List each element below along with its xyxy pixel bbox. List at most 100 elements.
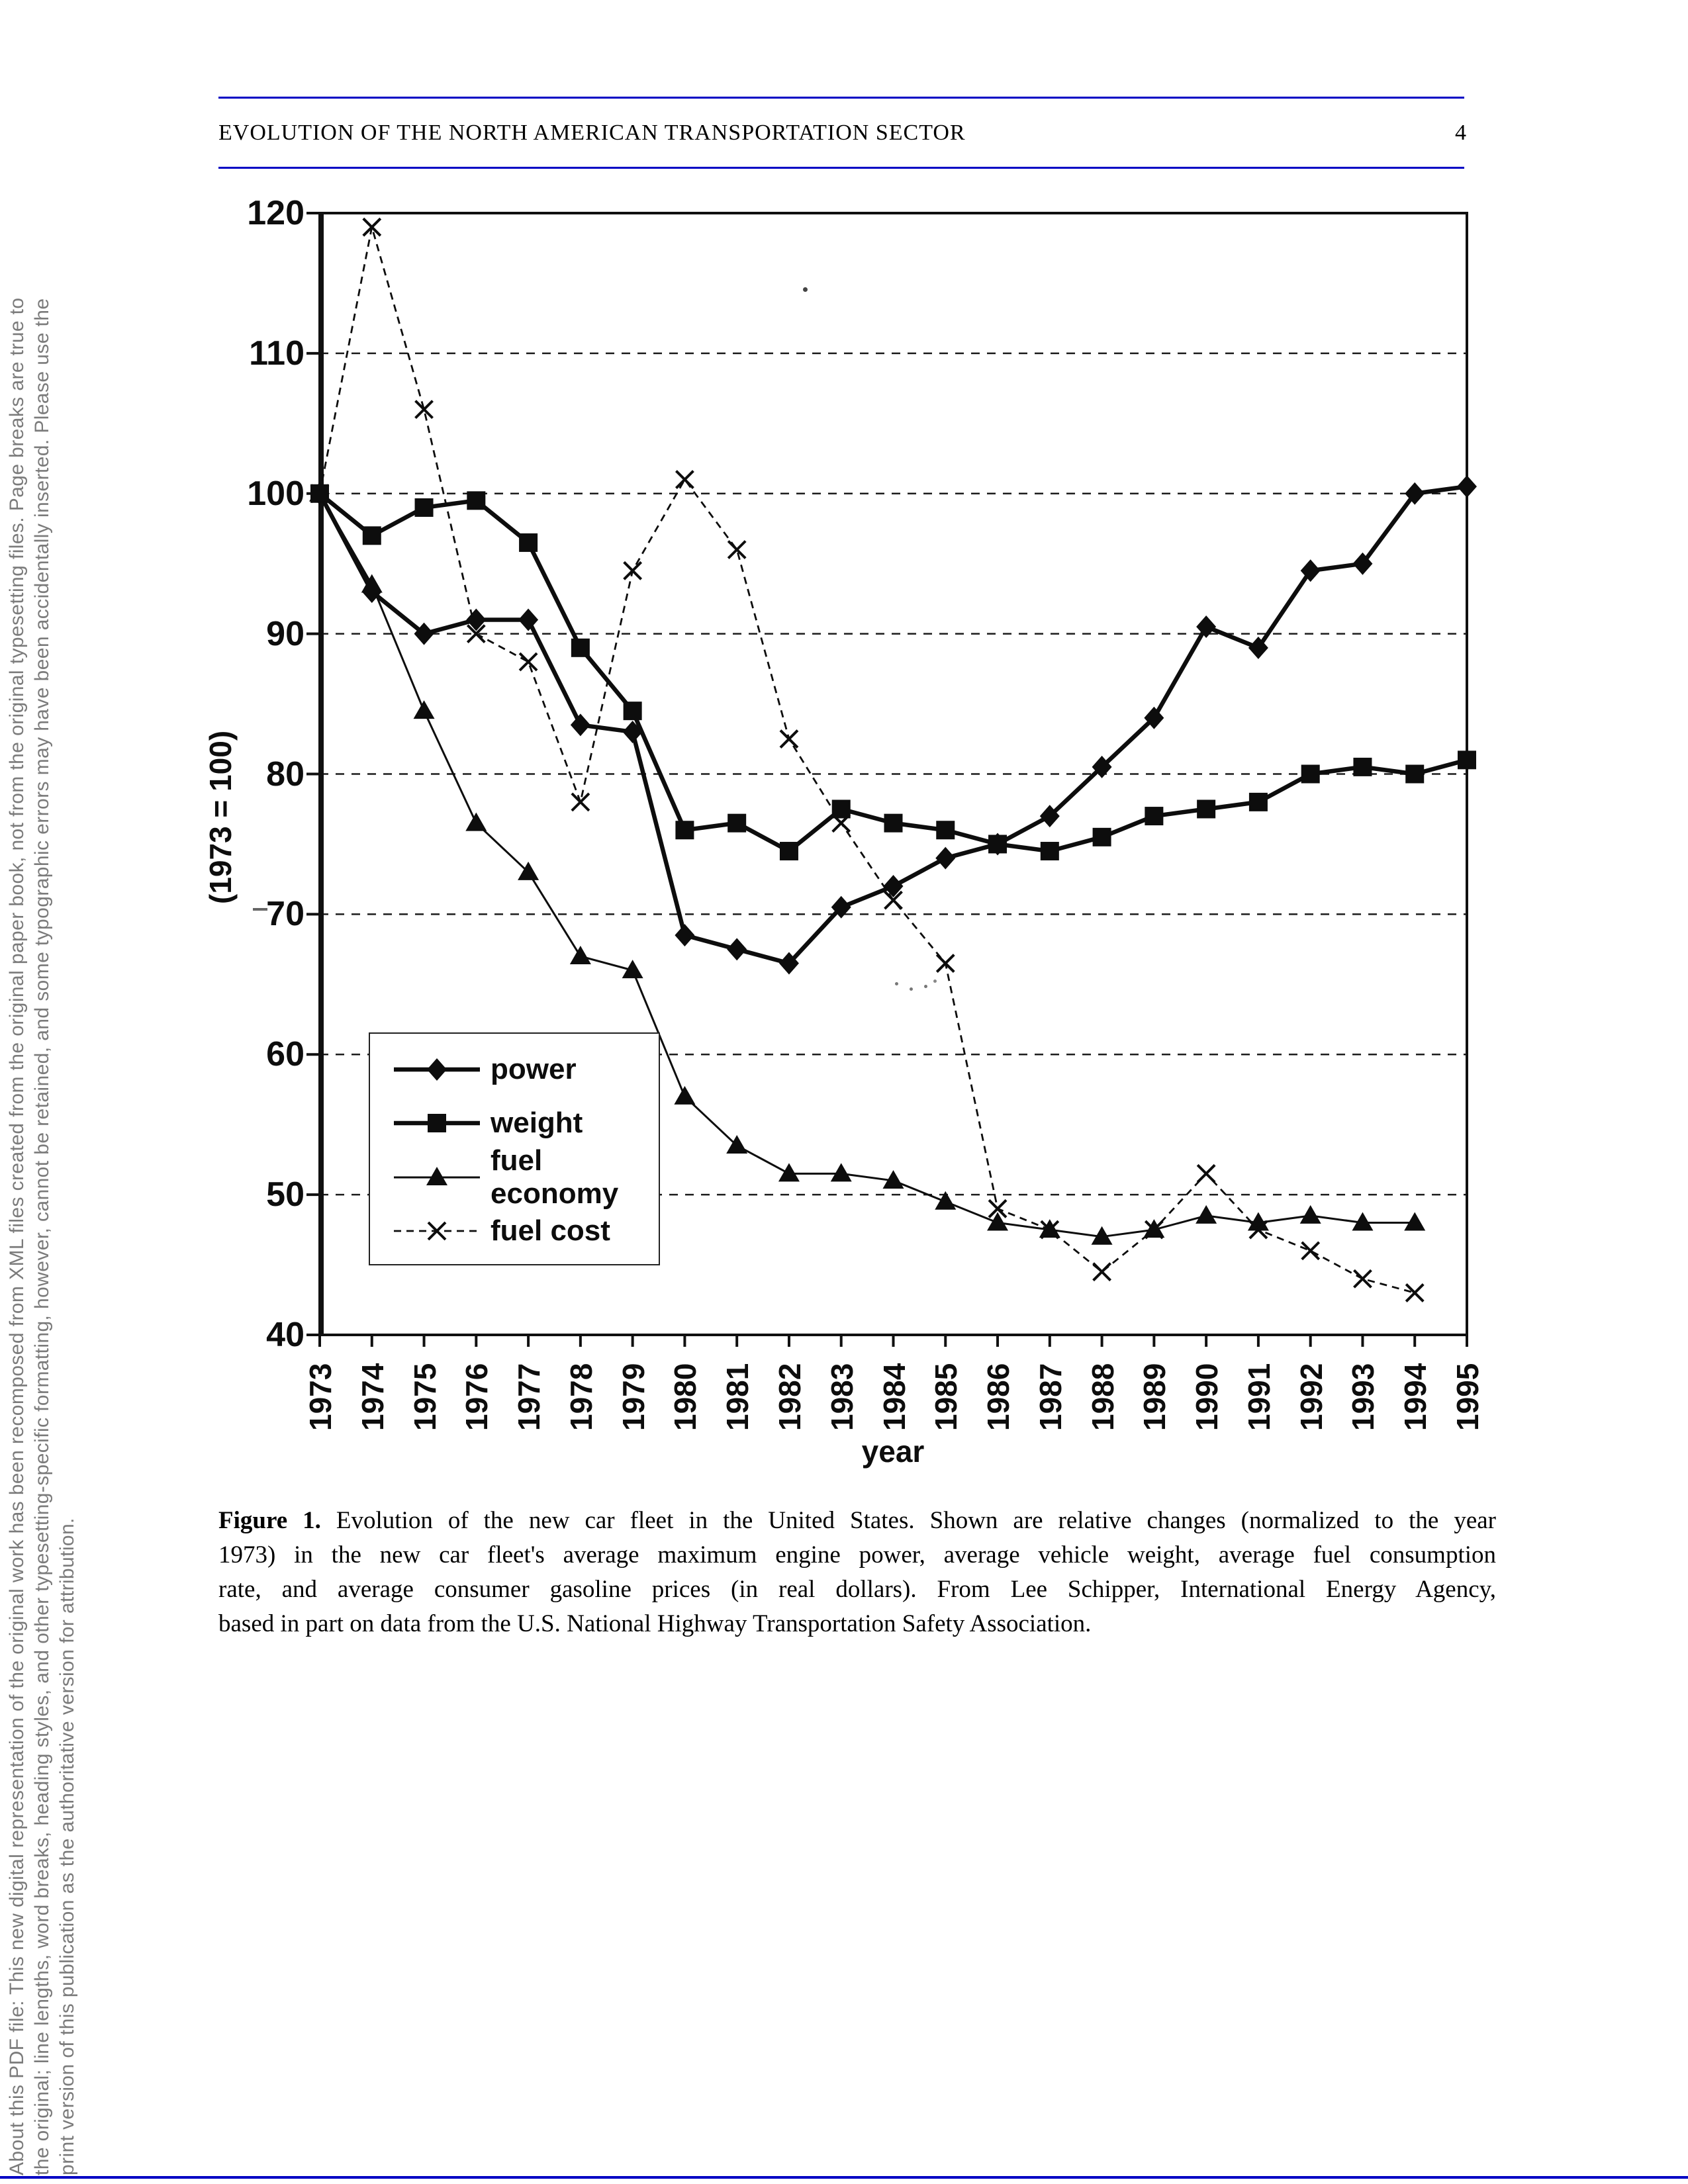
marker-diamond [831,895,851,919]
chart-legend: power weight fuel economy fuel cost [369,1032,660,1265]
marker-x [427,1221,447,1241]
marker-square [623,702,642,721]
marker-square [1145,807,1164,826]
x-tick-label: 1990 [1190,1363,1225,1431]
legend-label: weight [491,1107,583,1140]
y-tick-label: 90 [266,614,305,653]
header-rule-bottom [218,167,1464,169]
marker-triangle [1299,1205,1321,1224]
sidebar-disclaimer-line-2: the original; line lengths, word breaks,… [31,298,53,2175]
x-tick-label: 1985 [929,1363,964,1431]
marker-triangle [1352,1212,1374,1231]
y-tick-label: 80 [266,754,305,794]
marker-square [1405,764,1425,784]
marker-triangle [622,960,643,979]
caption-figure-label: Figure 1. [218,1507,321,1534]
legend-label: power [491,1053,577,1085]
marker-square [936,821,955,840]
marker-triangle [987,1212,1009,1231]
marker-square [1353,757,1372,776]
marker-x [571,792,590,812]
marker-triangle [413,700,435,719]
marker-diamond [570,713,590,737]
marker-diamond [1300,559,1321,582]
legend-label: fuel cost [491,1214,610,1247]
marker-square [571,638,590,657]
legend-item-power: power [394,1050,652,1089]
marker-square [1040,842,1059,861]
x-tick-label: 1978 [563,1363,598,1431]
marker-diamond [427,1058,447,1081]
marker-square [1458,751,1476,770]
caption-line: Figure 1. Evolution of the new car fleet… [218,1504,1496,1538]
marker-diamond [1352,552,1373,575]
x-tick-label: 1982 [772,1363,807,1431]
marker-triangle [569,945,591,964]
marker-triangle [361,574,383,593]
marker-triangle [518,861,539,880]
x-tick-label: 1973 [303,1363,338,1431]
legend-swatch-square [394,1114,480,1133]
legend-item-fuel-economy: fuel economy [394,1144,652,1210]
caption-line: 1973) in the new car fleet's average max… [218,1541,1496,1569]
marker-x [727,540,747,559]
marker-x [831,813,851,833]
marker-diamond [935,846,956,870]
legend-item-fuel-cost: fuel cost [394,1211,652,1251]
marker-x [675,470,694,489]
x-tick-label: 1975 [407,1363,442,1431]
y-tick-label: 120 [247,194,305,232]
marker-diamond [675,924,695,947]
marker-x [1040,1220,1060,1240]
series-line-fuel-cost [318,226,1415,1294]
x-tick-label: 1979 [616,1363,651,1431]
marker-triangle [935,1191,957,1210]
marker-square [362,526,381,545]
x-tick-label: 1981 [720,1363,755,1431]
x-tick-label: 1980 [668,1363,703,1431]
marker-diamond [1092,755,1112,778]
sidebar-disclaimer-line-1: About this PDF file: This new digital re… [6,297,28,2176]
marker-diamond [883,875,904,897]
page-number: 4 [1455,120,1466,145]
running-header-title: EVOLUTION OF THE NORTH AMERICAN TRANSPOR… [218,120,966,145]
marker-x [310,484,330,504]
plot-area [306,212,1477,1347]
x-tick-label: 1984 [876,1363,912,1431]
header-rule-top [218,97,1464,99]
x-tick-label: 1994 [1398,1363,1433,1431]
x-tick-label: 1976 [459,1363,494,1431]
marker-x [1092,1262,1112,1282]
scan-artifact-dash [253,908,267,911]
marker-triangle [1404,1212,1426,1231]
marker-square [467,491,486,510]
marker-square [1197,799,1216,819]
caption-line: rate, and average consumer gasoline pric… [218,1576,1496,1603]
marker-x [518,652,538,672]
x-tick-label: 1992 [1293,1363,1329,1431]
marker-square [988,835,1008,854]
x-tick-label: 1977 [512,1363,547,1431]
marker-diamond [414,622,434,645]
marker-square [727,813,747,833]
marker-x [1248,1220,1268,1240]
marker-triangle [1091,1226,1113,1245]
x-tick-label: 1974 [355,1363,390,1431]
marker-x [1405,1283,1425,1302]
marker-diamond [1196,615,1217,639]
y-tick-label: 70 [266,895,305,934]
marker-triangle [726,1134,748,1154]
page-bottom-rule [0,2176,1688,2179]
sidebar-disclaimer-line-3: print version of this publication as the… [56,1518,78,2175]
marker-square [1248,792,1268,811]
marker-square [779,842,798,861]
marker-diamond [1248,636,1268,659]
marker-diamond [1457,475,1477,498]
marker-triangle [778,1163,800,1182]
x-tick-label: 1983 [824,1363,859,1431]
marker-triangle [830,1163,852,1182]
x-tick-label: 1993 [1346,1363,1381,1431]
marker-x [414,400,434,420]
scan-artifact-smudge [895,982,898,985]
marker-triangle [465,812,487,831]
